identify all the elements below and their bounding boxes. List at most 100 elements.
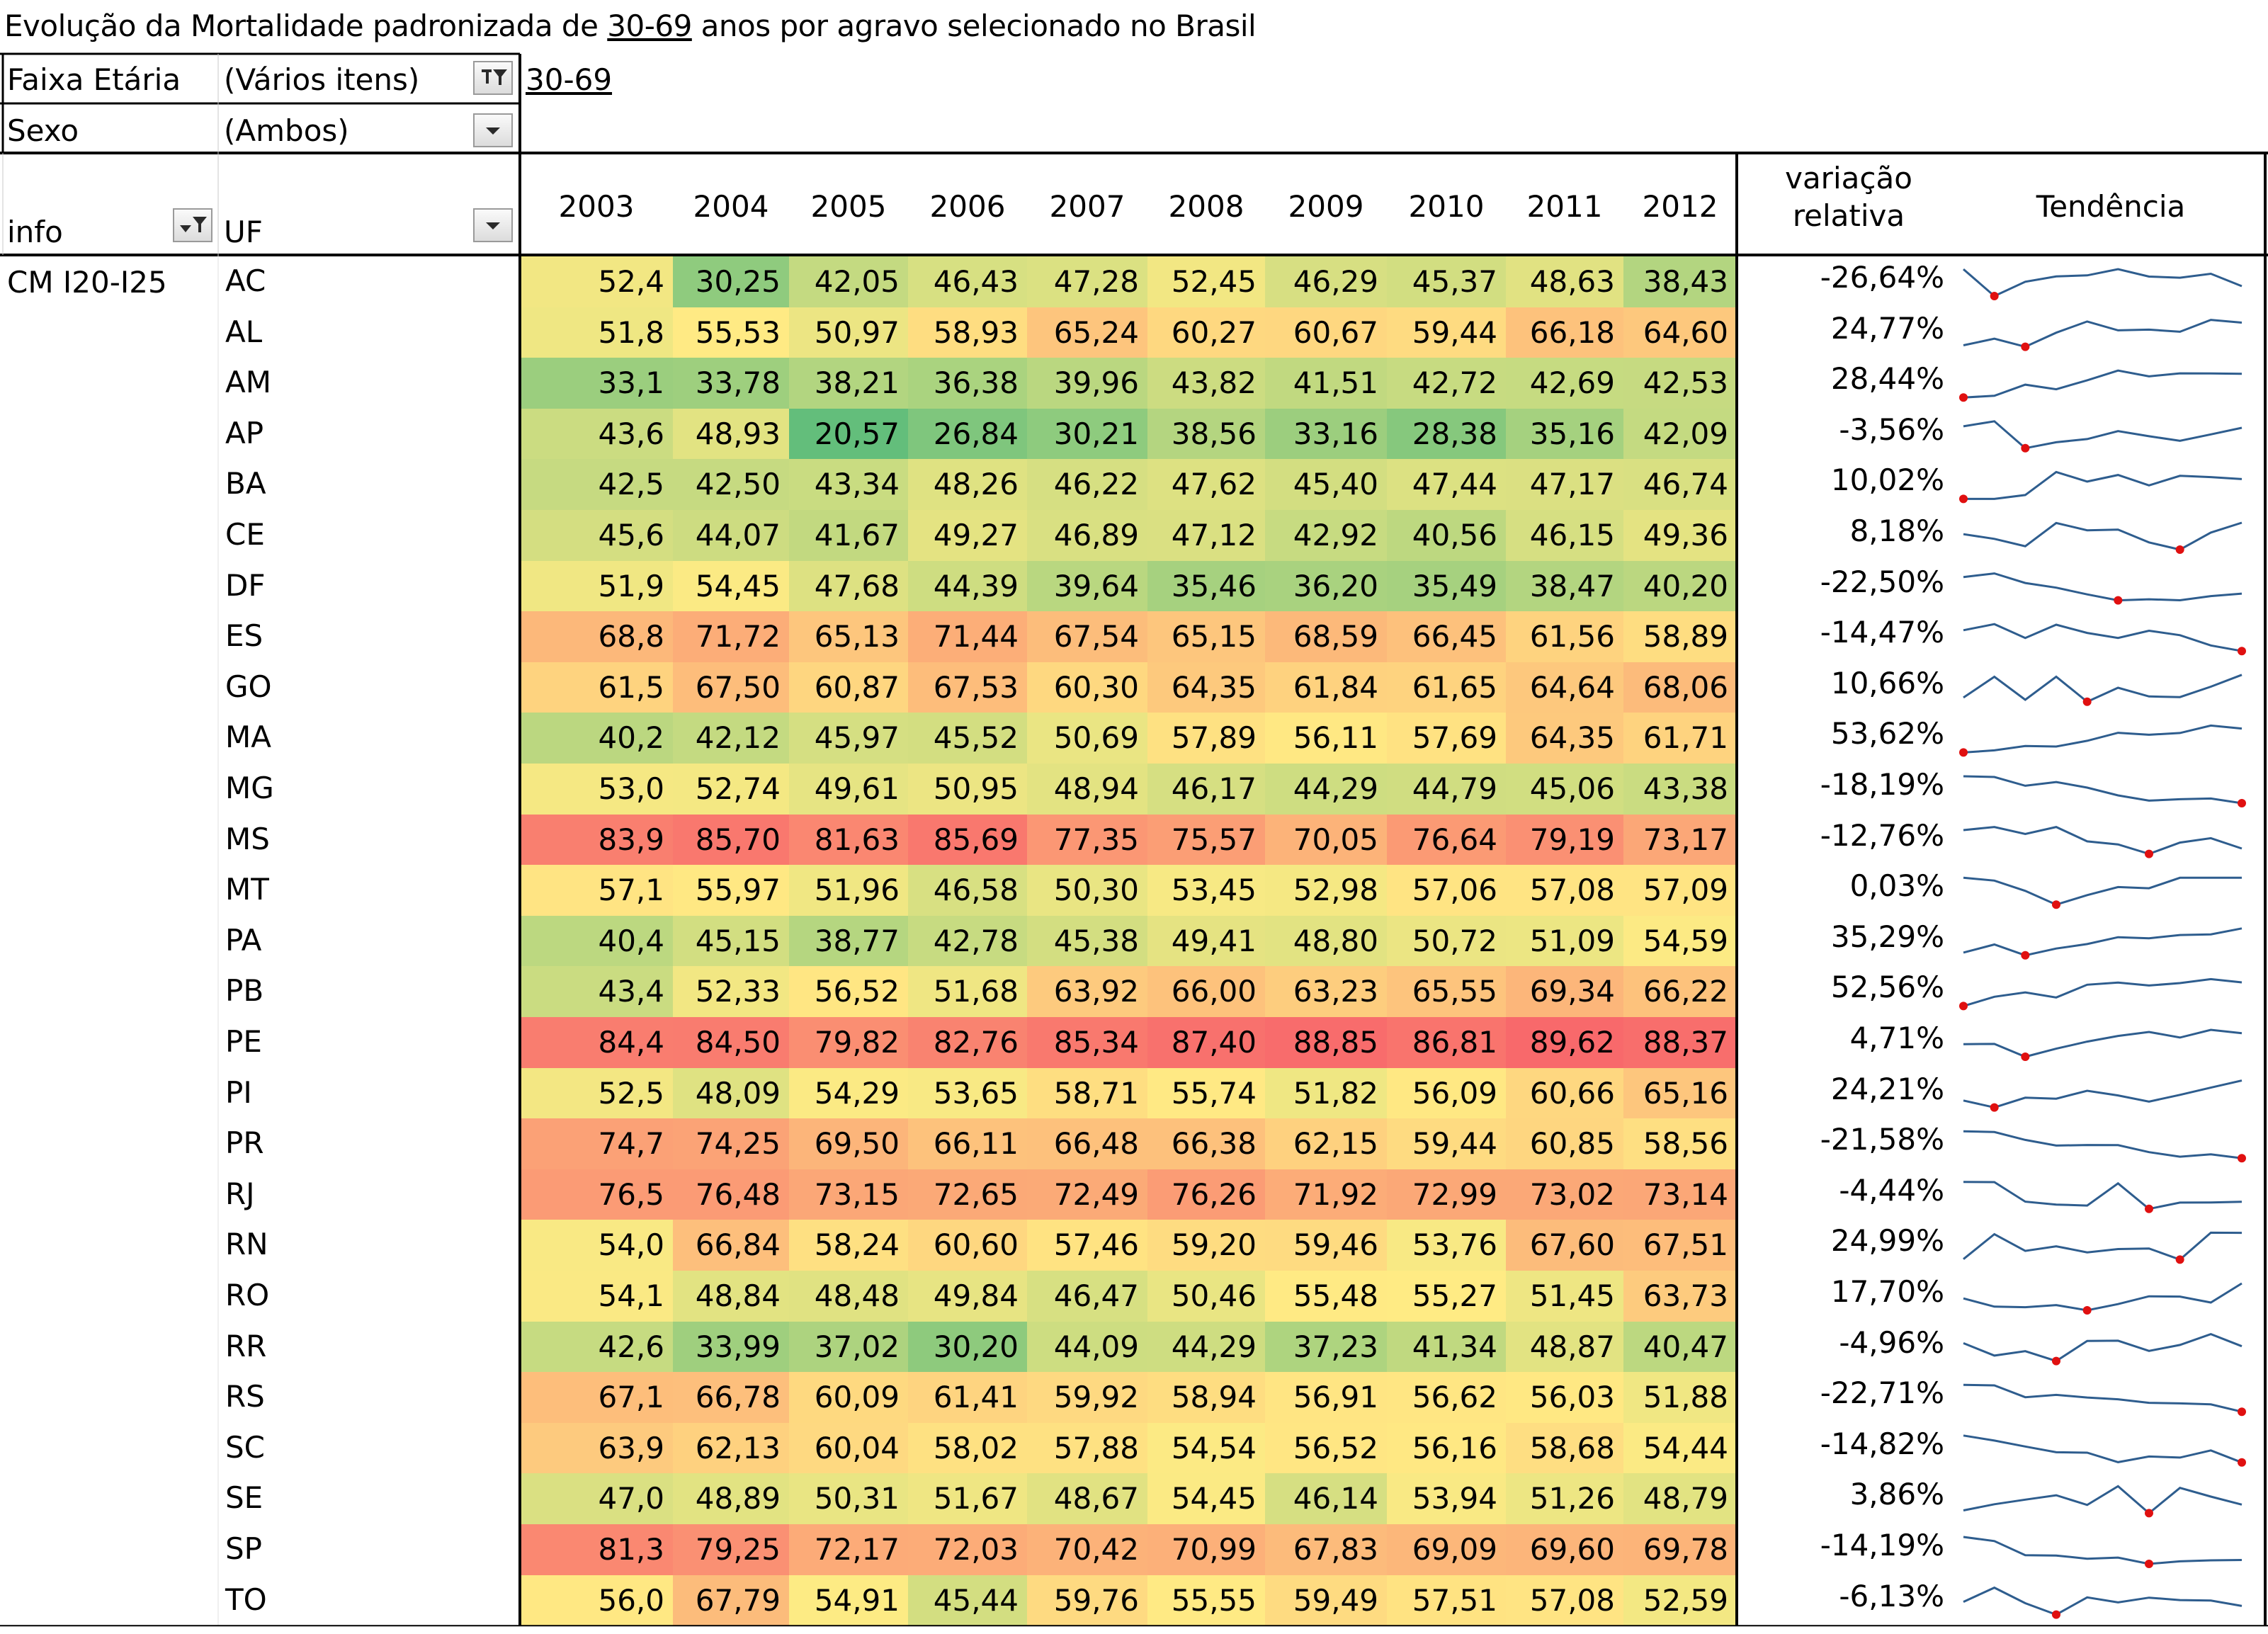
value-cell[interactable]: 70,05: [1265, 814, 1387, 866]
value-cell[interactable]: 40,2: [520, 713, 673, 764]
value-cell[interactable]: 58,93: [908, 307, 1027, 358]
value-cell[interactable]: 69,60: [1506, 1524, 1623, 1575]
value-cell[interactable]: 61,5: [520, 662, 673, 713]
value-cell[interactable]: 61,41: [908, 1372, 1027, 1423]
value-cell[interactable]: 51,82: [1265, 1067, 1387, 1119]
value-cell[interactable]: 46,47: [1027, 1271, 1147, 1322]
value-cell[interactable]: 60,60: [908, 1220, 1027, 1271]
value-cell[interactable]: 50,72: [1387, 915, 1506, 967]
value-cell[interactable]: 53,0: [520, 764, 673, 815]
value-cell[interactable]: 66,38: [1147, 1118, 1265, 1169]
value-cell[interactable]: 59,44: [1387, 1118, 1506, 1169]
value-cell[interactable]: 63,23: [1265, 966, 1387, 1017]
value-cell[interactable]: 57,1: [520, 865, 673, 916]
value-cell[interactable]: 55,27: [1387, 1271, 1506, 1322]
value-cell[interactable]: 69,78: [1623, 1524, 1737, 1575]
value-cell[interactable]: 46,74: [1623, 459, 1737, 510]
value-cell[interactable]: 35,46: [1147, 560, 1265, 612]
value-cell[interactable]: 58,02: [908, 1422, 1027, 1474]
value-cell[interactable]: 55,53: [673, 307, 789, 358]
value-cell[interactable]: 43,6: [520, 408, 673, 460]
value-cell[interactable]: 43,82: [1147, 358, 1265, 409]
value-cell[interactable]: 48,79: [1623, 1473, 1737, 1524]
value-cell[interactable]: 42,78: [908, 915, 1027, 967]
value-cell[interactable]: 60,27: [1147, 307, 1265, 358]
value-cell[interactable]: 54,54: [1147, 1422, 1265, 1474]
value-cell[interactable]: 37,02: [789, 1321, 908, 1373]
value-cell[interactable]: 82,76: [908, 1017, 1027, 1068]
value-cell[interactable]: 64,64: [1506, 662, 1623, 713]
value-cell[interactable]: 63,9: [520, 1422, 673, 1474]
value-cell[interactable]: 56,0: [520, 1575, 673, 1626]
value-cell[interactable]: 51,9: [520, 560, 673, 612]
value-cell[interactable]: 79,25: [673, 1524, 789, 1575]
value-cell[interactable]: 33,16: [1265, 408, 1387, 460]
value-cell[interactable]: 56,03: [1506, 1372, 1623, 1423]
value-cell[interactable]: 56,52: [1265, 1422, 1387, 1474]
value-cell[interactable]: 42,92: [1265, 510, 1387, 561]
value-cell[interactable]: 67,83: [1265, 1524, 1387, 1575]
value-cell[interactable]: 73,02: [1506, 1169, 1623, 1220]
value-cell[interactable]: 50,95: [908, 764, 1027, 815]
value-cell[interactable]: 85,34: [1027, 1017, 1147, 1068]
value-cell[interactable]: 48,93: [673, 408, 789, 460]
value-cell[interactable]: 89,62: [1506, 1017, 1623, 1068]
value-cell[interactable]: 59,20: [1147, 1220, 1265, 1271]
value-cell[interactable]: 46,22: [1027, 459, 1147, 510]
value-cell[interactable]: 65,24: [1027, 307, 1147, 358]
value-cell[interactable]: 40,56: [1387, 510, 1506, 561]
value-cell[interactable]: 44,79: [1387, 764, 1506, 815]
value-cell[interactable]: 46,43: [908, 256, 1027, 307]
value-cell[interactable]: 55,74: [1147, 1067, 1265, 1119]
value-cell[interactable]: 67,60: [1506, 1220, 1623, 1271]
value-cell[interactable]: 56,91: [1265, 1372, 1387, 1423]
value-cell[interactable]: 66,00: [1147, 966, 1265, 1017]
value-cell[interactable]: 48,94: [1027, 764, 1147, 815]
value-cell[interactable]: 53,45: [1147, 865, 1265, 916]
value-cell[interactable]: 57,46: [1027, 1220, 1147, 1271]
value-cell[interactable]: 85,70: [673, 814, 789, 866]
value-cell[interactable]: 58,56: [1623, 1118, 1737, 1169]
value-cell[interactable]: 72,99: [1387, 1169, 1506, 1220]
value-cell[interactable]: 84,4: [520, 1017, 673, 1068]
value-cell[interactable]: 57,08: [1506, 865, 1623, 916]
value-cell[interactable]: 50,69: [1027, 713, 1147, 764]
value-cell[interactable]: 57,51: [1387, 1575, 1506, 1626]
value-cell[interactable]: 67,54: [1027, 611, 1147, 662]
value-cell[interactable]: 41,51: [1265, 358, 1387, 409]
value-cell[interactable]: 73,17: [1623, 814, 1737, 866]
value-cell[interactable]: 81,3: [520, 1524, 673, 1575]
value-cell[interactable]: 49,27: [908, 510, 1027, 561]
value-cell[interactable]: 45,52: [908, 713, 1027, 764]
value-cell[interactable]: 59,46: [1265, 1220, 1387, 1271]
value-cell[interactable]: 45,38: [1027, 915, 1147, 967]
value-cell[interactable]: 53,94: [1387, 1473, 1506, 1524]
value-cell[interactable]: 60,04: [789, 1422, 908, 1474]
value-cell[interactable]: 66,22: [1623, 966, 1737, 1017]
value-cell[interactable]: 60,66: [1506, 1067, 1623, 1119]
value-cell[interactable]: 53,76: [1387, 1220, 1506, 1271]
value-cell[interactable]: 70,42: [1027, 1524, 1147, 1575]
value-cell[interactable]: 67,50: [673, 662, 789, 713]
value-cell[interactable]: 77,35: [1027, 814, 1147, 866]
value-cell[interactable]: 51,68: [908, 966, 1027, 1017]
value-cell[interactable]: 57,88: [1027, 1422, 1147, 1474]
value-cell[interactable]: 65,16: [1623, 1067, 1737, 1119]
value-cell[interactable]: 54,44: [1623, 1422, 1737, 1474]
value-cell[interactable]: 42,50: [673, 459, 789, 510]
value-cell[interactable]: 49,36: [1623, 510, 1737, 561]
value-cell[interactable]: 59,92: [1027, 1372, 1147, 1423]
value-cell[interactable]: 42,69: [1506, 358, 1623, 409]
value-cell[interactable]: 67,53: [908, 662, 1027, 713]
value-cell[interactable]: 40,4: [520, 915, 673, 967]
value-cell[interactable]: 66,84: [673, 1220, 789, 1271]
faixa-etaria-filter-button[interactable]: [473, 61, 513, 95]
value-cell[interactable]: 45,37: [1387, 256, 1506, 307]
value-cell[interactable]: 57,08: [1506, 1575, 1623, 1626]
value-cell[interactable]: 46,14: [1265, 1473, 1387, 1524]
value-cell[interactable]: 66,78: [673, 1372, 789, 1423]
value-cell[interactable]: 66,11: [908, 1118, 1027, 1169]
value-cell[interactable]: 38,47: [1506, 560, 1623, 612]
value-cell[interactable]: 67,79: [673, 1575, 789, 1626]
value-cell[interactable]: 56,62: [1387, 1372, 1506, 1423]
